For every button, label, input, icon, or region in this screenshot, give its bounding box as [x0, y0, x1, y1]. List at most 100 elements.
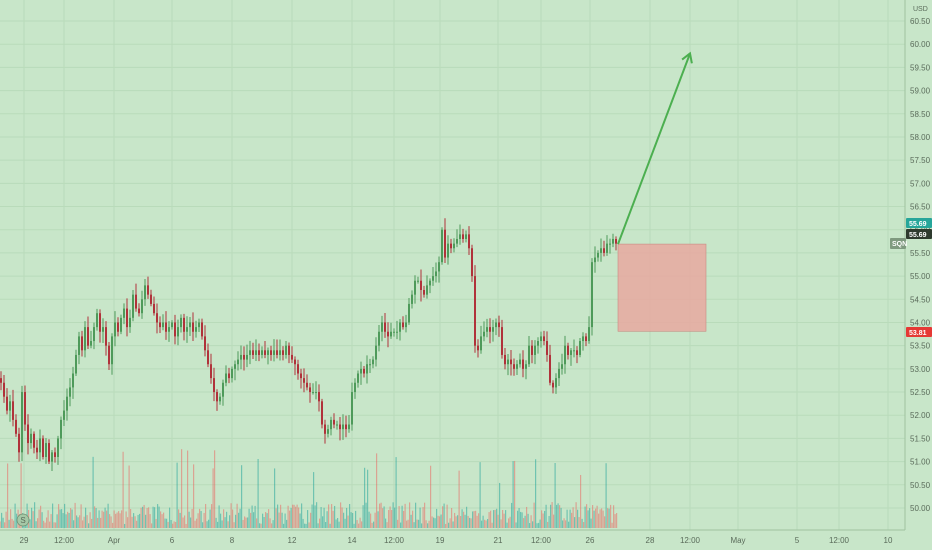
events-marker-label: S	[20, 516, 25, 525]
volume-bar	[299, 513, 301, 528]
candle-body	[453, 243, 455, 249]
candle-body	[255, 350, 257, 355]
candle-body	[294, 359, 296, 365]
volume-bar	[601, 508, 603, 528]
volume-bar	[587, 510, 589, 528]
candle-body	[150, 294, 152, 304]
volume-bar	[493, 510, 495, 528]
x-tick-label: 19	[436, 536, 445, 545]
volume-bar	[361, 521, 363, 528]
candle-body	[180, 317, 182, 328]
candle-body	[552, 382, 554, 388]
volume-bar	[4, 522, 6, 528]
volume-bar	[392, 502, 394, 528]
volume-bar	[185, 523, 187, 528]
y-tick-label: 53.00	[910, 365, 931, 374]
candle-body	[168, 327, 170, 332]
volume-bar	[421, 523, 423, 528]
volume-bar	[464, 514, 466, 528]
volume-bar	[526, 506, 528, 528]
volume-bar	[341, 507, 343, 528]
volume-bar	[64, 503, 66, 528]
candle-body	[105, 327, 107, 346]
volume-bar	[523, 518, 525, 528]
volume-bar	[125, 511, 127, 528]
volume-bar	[389, 506, 391, 528]
candle-body	[186, 327, 188, 332]
candle-body	[522, 359, 524, 369]
candle-body	[357, 373, 359, 383]
volume-bar	[538, 522, 540, 528]
volume-bar	[350, 512, 352, 528]
volume-bar	[580, 474, 582, 528]
volume-bar	[488, 512, 490, 528]
volume-bar	[508, 518, 510, 528]
volume-bar	[101, 510, 103, 528]
volume-bar	[263, 517, 265, 528]
candle-body	[597, 252, 599, 258]
candle-body	[507, 359, 509, 365]
volume-bar	[115, 513, 117, 528]
volume-bar	[305, 523, 307, 528]
candle-body	[342, 424, 344, 430]
volume-bar	[46, 517, 48, 528]
volume-bar	[295, 506, 297, 528]
volume-bar	[311, 504, 313, 528]
volume-bar	[68, 512, 70, 528]
candle-body	[315, 392, 317, 394]
candle-body	[306, 382, 308, 388]
volume-bar	[251, 505, 253, 528]
y-tick-label: 51.50	[910, 434, 931, 443]
time-axis[interactable]: 29 12:00 Apr 6 8 12 14 12:00 19 21 12:00 26 28 12:00 M…	[0, 529, 905, 545]
volume-bar	[206, 521, 208, 528]
volume-bar	[41, 512, 43, 528]
volume-bar	[371, 522, 373, 528]
y-tick-label: 53.50	[910, 342, 931, 351]
candle-body	[147, 285, 149, 295]
volume-bar	[485, 520, 487, 528]
volume-bars	[0, 449, 618, 528]
candle-body	[27, 424, 29, 444]
volume-bar	[478, 513, 480, 528]
candle-body	[84, 327, 86, 351]
candle-body	[468, 234, 470, 249]
forecast-arrow-line[interactable]	[617, 53, 691, 245]
volume-bar	[239, 508, 241, 528]
volume-bar	[479, 462, 481, 528]
volume-bar	[235, 514, 237, 528]
volume-bar	[481, 520, 483, 528]
volume-bar	[253, 512, 255, 528]
candle-body	[183, 317, 185, 332]
volume-bar	[208, 519, 210, 528]
drawing-overlays[interactable]: S	[16, 51, 707, 527]
volume-bar	[112, 522, 114, 528]
volume-bar	[148, 507, 150, 528]
candle-body	[324, 424, 326, 434]
volume-bar	[505, 510, 507, 528]
volume-bar	[71, 509, 73, 528]
events-marker-icon[interactable]	[16, 513, 30, 527]
volume-bar	[322, 516, 324, 528]
candle-body	[567, 345, 569, 355]
volume-bar	[260, 523, 262, 528]
volume-bar	[173, 521, 175, 528]
candle-body	[351, 392, 353, 425]
y-tick-label: 59.00	[910, 87, 931, 96]
forecast-arrow-head[interactable]	[681, 51, 693, 64]
candle-body	[102, 327, 104, 332]
volume-bar	[11, 518, 13, 528]
volume-bar	[247, 517, 249, 528]
volume-bar	[133, 513, 135, 528]
volume-bar	[418, 519, 420, 528]
volume-bar	[445, 523, 447, 528]
candle-body	[96, 313, 98, 328]
volume-bar	[593, 510, 595, 528]
candle-body	[204, 336, 206, 351]
volume-bar	[452, 521, 454, 528]
volume-bar	[106, 510, 108, 528]
x-tick-label: 21	[494, 536, 503, 545]
volume-bar	[161, 514, 163, 528]
volume-bar	[308, 522, 310, 528]
projection-box[interactable]	[617, 243, 707, 332]
